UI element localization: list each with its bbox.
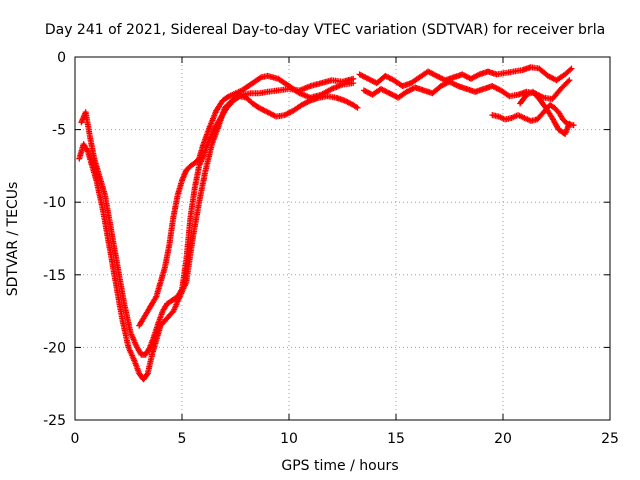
x-axis-label: GPS time / hours — [281, 458, 398, 474]
plot-frame — [74, 56, 611, 421]
x-tick-label: 5 — [178, 431, 187, 447]
x-tick-label: 25 — [601, 431, 619, 447]
y-axis: 0 -5 -10 -15 -20 -25 — [43, 50, 610, 429]
series-markers — [76, 75, 357, 383]
y-tick-label: 0 — [57, 50, 66, 66]
chart-title: Day 241 of 2021, Sidereal Day-to-day VTE… — [45, 22, 605, 38]
y-axis-label: SDTVAR / TECUs — [5, 182, 21, 297]
series-trace-c — [136, 72, 357, 329]
series-trace-d — [356, 64, 575, 89]
series-markers — [360, 77, 573, 103]
x-tick-label: 10 — [280, 431, 298, 447]
x-axis: 0 5 10 15 20 25 — [71, 57, 619, 447]
series-trace-f — [489, 101, 577, 129]
series-trace-b — [76, 75, 357, 383]
series-trace-e — [360, 77, 573, 103]
x-tick-label: 15 — [387, 431, 405, 447]
series-markers — [136, 72, 357, 329]
series-markers — [489, 101, 577, 129]
y-tick-label: -5 — [52, 123, 66, 139]
series-markers — [517, 88, 573, 137]
series-markers — [356, 64, 575, 89]
series-trace-g — [517, 88, 573, 137]
x-tick-label: 0 — [71, 431, 80, 447]
y-tick-label: -20 — [43, 340, 66, 356]
y-tick-label: -25 — [43, 413, 66, 429]
y-tick-label: -15 — [43, 268, 66, 284]
grid — [75, 57, 610, 420]
x-tick-label: 20 — [494, 431, 512, 447]
plot-series — [76, 64, 577, 383]
y-tick-label: -10 — [43, 195, 66, 211]
